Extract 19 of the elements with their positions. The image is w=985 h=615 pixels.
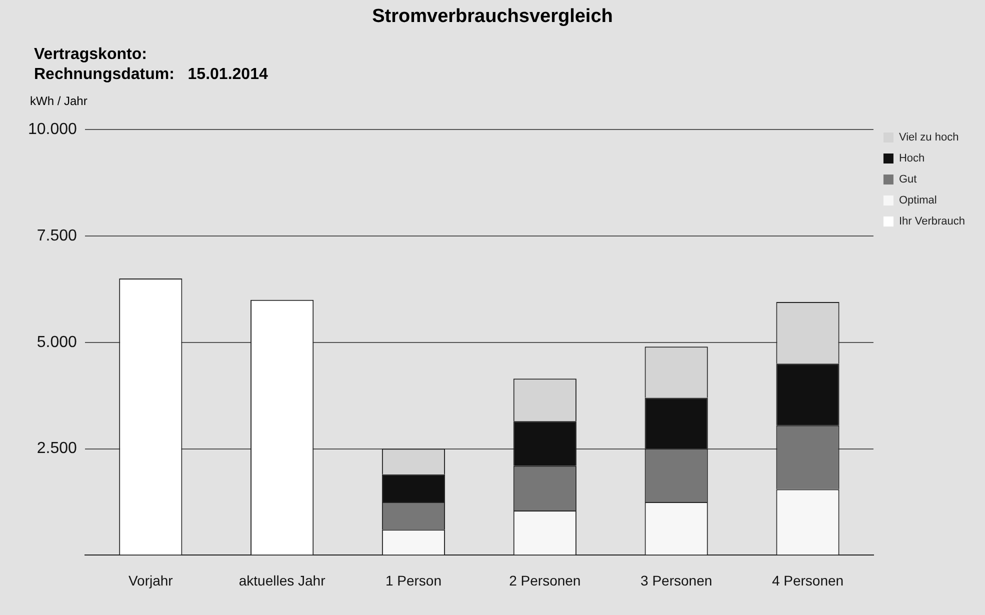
text: Vertragskonto: — [34, 46, 147, 64]
y-tick-label: 5.000 — [36, 334, 78, 351]
legend-label: Viel zu hoch — [898, 132, 959, 144]
y-axis-title: kWh / Jahr — [30, 94, 88, 108]
y-tick-label: 10.000 — [28, 121, 78, 138]
y-tick-label: 7.500 — [36, 227, 78, 244]
legend-label: Gut — [898, 174, 917, 186]
legend-label: Optimal — [898, 194, 937, 207]
chart-title: Stromverbrauchsvergleich — [371, 6, 614, 28]
legend-label: Hoch — [898, 152, 925, 165]
y-tick-label: 2.500 — [36, 440, 78, 458]
text: Rechnungsdatum: 15.01.2014 — [34, 66, 268, 84]
x-tick-label: aktuelles Jahr — [238, 572, 326, 588]
x-tick-label: 3 Personen — [640, 572, 712, 588]
legend-label: Ihr Verbrauch — [898, 216, 966, 228]
x-tick-label: 4 Personen — [772, 572, 844, 588]
x-tick-label: 1 Person — [385, 572, 442, 588]
x-tick-label: Vorjahr — [128, 572, 174, 588]
x-tick-label: 2 Personen — [509, 572, 581, 588]
